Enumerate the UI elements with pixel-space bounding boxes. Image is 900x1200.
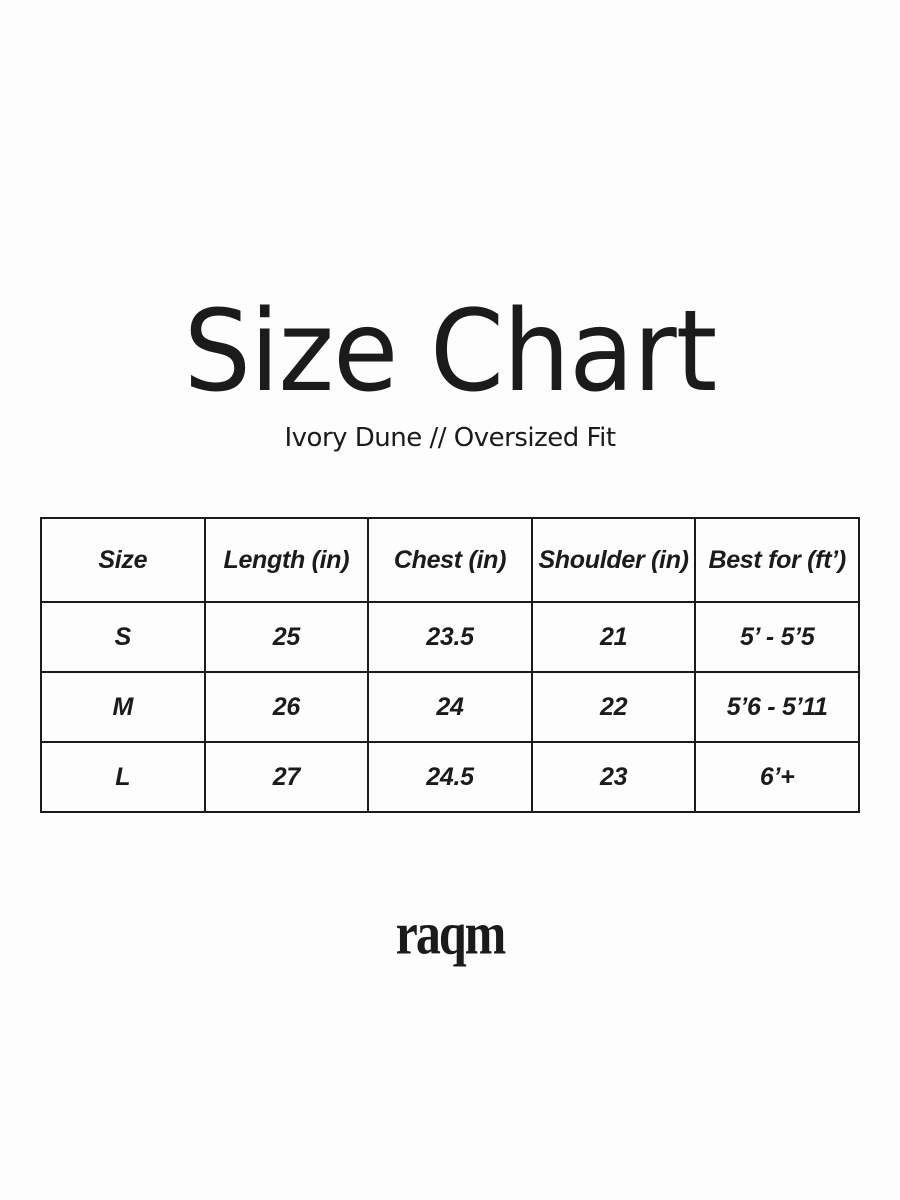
header-size: Size [40, 517, 206, 603]
header-length: Length (in) [203, 517, 370, 603]
cell-length: 27 [203, 741, 370, 813]
cell-chest: 23.5 [367, 601, 533, 673]
table-row-s: S 25 23.5 21 5’ - 5’5 [40, 601, 860, 673]
cell-length: 25 [203, 601, 370, 673]
table-header-row: Size Length (in) Chest (in) Shoulder (in… [40, 517, 860, 603]
size-table-head: Size Length (in) Chest (in) Shoulder (in… [40, 517, 860, 603]
table-row-m: M 26 24 22 5’6 - 5’11 [40, 671, 860, 743]
header-shoulder: Shoulder (in) [530, 517, 697, 603]
page-title: Size Chart [183, 286, 718, 417]
size-table: Size Length (in) Chest (in) Shoulder (in… [40, 517, 860, 813]
cell-best-for: 6’+ [694, 741, 860, 813]
cell-best-for: 5’6 - 5’11 [694, 671, 860, 743]
table-row-l: L 27 24.5 23 6’+ [40, 741, 860, 813]
cell-size: L [40, 741, 206, 813]
cell-shoulder: 23 [530, 741, 697, 813]
cell-size: M [40, 671, 206, 743]
cell-shoulder: 21 [530, 601, 697, 673]
cell-best-for: 5’ - 5’5 [694, 601, 860, 673]
size-table-body: S 25 23.5 21 5’ - 5’5 M 26 24 22 5’6 - 5… [40, 601, 860, 813]
header-best-for: Best for (ft’) [694, 517, 860, 603]
brand-logo: raqm [395, 899, 507, 967]
cell-shoulder: 22 [530, 671, 697, 743]
cell-length: 26 [203, 671, 370, 743]
cell-chest: 24 [367, 671, 533, 743]
page-subtitle: Ivory Dune // Oversized Fit [284, 423, 616, 453]
header-chest: Chest (in) [367, 517, 533, 603]
cell-chest: 24.5 [367, 741, 533, 813]
cell-size: S [40, 601, 206, 673]
